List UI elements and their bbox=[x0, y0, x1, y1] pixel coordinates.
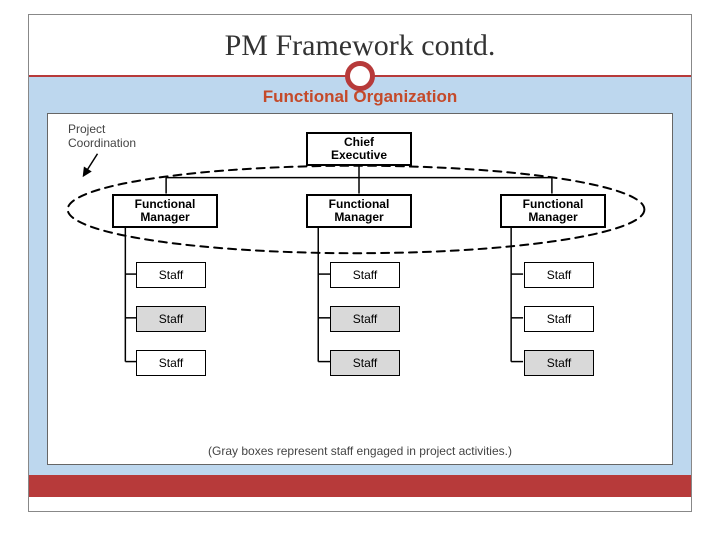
ring-ornament bbox=[345, 61, 375, 91]
org-chart: ProjectCoordination ChiefExecutive Functi… bbox=[47, 113, 673, 465]
node-ce: ChiefExecutive bbox=[306, 132, 412, 166]
node-s21: Staff bbox=[330, 262, 400, 288]
node-s23: Staff bbox=[330, 350, 400, 376]
content-panel: Functional Organization ProjectCoordinat… bbox=[29, 77, 691, 475]
node-fm3: FunctionalManager bbox=[500, 194, 606, 228]
divider bbox=[29, 75, 691, 77]
footer-strip bbox=[29, 475, 691, 497]
diagram-caption: (Gray boxes represent staff engaged in p… bbox=[48, 444, 672, 458]
slide-frame: PM Framework contd. Functional Organizat… bbox=[28, 14, 692, 512]
node-s22: Staff bbox=[330, 306, 400, 332]
node-s11: Staff bbox=[136, 262, 206, 288]
node-s33: Staff bbox=[524, 350, 594, 376]
org-chart-svg bbox=[48, 114, 672, 464]
node-s13: Staff bbox=[136, 350, 206, 376]
node-s31: Staff bbox=[524, 262, 594, 288]
coordination-label: ProjectCoordination bbox=[68, 122, 136, 150]
node-s12: Staff bbox=[136, 306, 206, 332]
node-fm2: FunctionalManager bbox=[306, 194, 412, 228]
node-s32: Staff bbox=[524, 306, 594, 332]
node-fm1: FunctionalManager bbox=[112, 194, 218, 228]
